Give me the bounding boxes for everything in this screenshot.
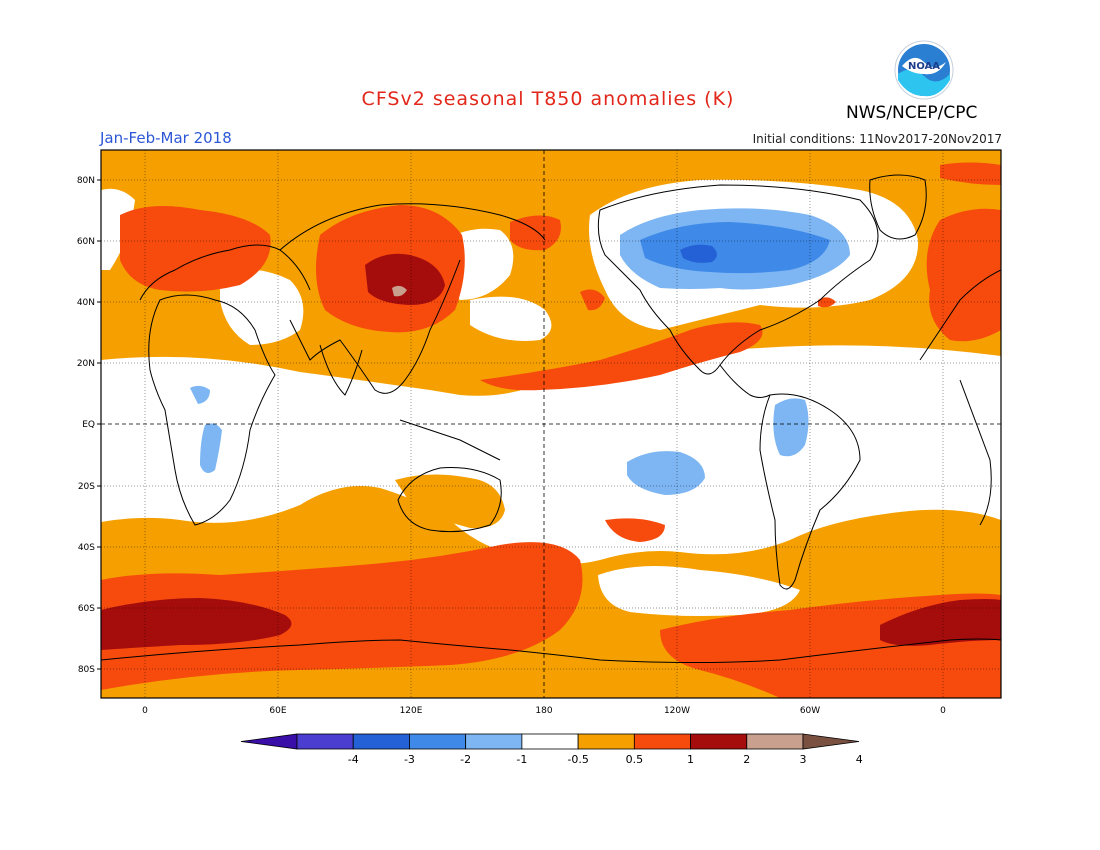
colorbar-box bbox=[409, 733, 467, 750]
colorbar-box bbox=[633, 733, 691, 750]
colorbar-label: 4 bbox=[856, 753, 863, 766]
colorbar-label: -1 bbox=[516, 753, 527, 766]
lon-label: 0 bbox=[940, 706, 946, 716]
lon-label: 60W bbox=[800, 706, 820, 716]
lat-label: EQ bbox=[82, 420, 95, 430]
colorbar-label: 2 bbox=[743, 753, 750, 766]
colorbar-label: 3 bbox=[800, 753, 807, 766]
coastlines bbox=[101, 174, 1001, 663]
lon-label: 60E bbox=[269, 706, 286, 716]
agency-label: NWS/NCEP/CPC bbox=[846, 103, 978, 123]
initial-conditions-label: Initial conditions: 11Nov2017-20Nov2017 bbox=[752, 132, 1002, 146]
colorbar-label: -0.5 bbox=[567, 753, 588, 766]
lon-label: 120E bbox=[400, 706, 423, 716]
lat-ticks bbox=[97, 179, 101, 670]
lon-label: 120W bbox=[664, 706, 690, 716]
colorbar-label: -4 bbox=[348, 753, 359, 766]
lat-label: 80S bbox=[78, 665, 95, 675]
map-title: CFSv2 seasonal T850 anomalies (K) bbox=[361, 88, 735, 110]
noaa-logo: NOAA bbox=[894, 40, 954, 100]
colorbar-label: -3 bbox=[404, 753, 415, 766]
lon-axis: 0 60E 120E 180 120W 60W 0 bbox=[142, 706, 946, 716]
lon-label: 0 bbox=[142, 706, 148, 716]
lat-label: 80N bbox=[77, 176, 95, 186]
lat-label: 40S bbox=[78, 543, 95, 553]
lat-axis: 80N 60N 40N 20N EQ 20S 40S 60S 80S bbox=[77, 176, 95, 675]
lat-label: 40N bbox=[77, 298, 95, 308]
colorbar-box bbox=[521, 733, 579, 750]
season-label: Jan-Feb-Mar 2018 bbox=[100, 129, 232, 147]
lat-label: 20N bbox=[77, 359, 95, 369]
lat-label: 60N bbox=[77, 237, 95, 247]
colorbar-min-arrow bbox=[240, 733, 298, 750]
graticule bbox=[101, 150, 1001, 698]
lon-label: 180 bbox=[535, 706, 552, 716]
logo-text: NOAA bbox=[908, 61, 940, 72]
colorbar-box bbox=[465, 733, 523, 750]
colorbar-max-arrow bbox=[802, 733, 860, 750]
lat-label: 60S bbox=[78, 604, 95, 614]
colorbar-box bbox=[296, 733, 354, 750]
colorbar-box bbox=[577, 733, 635, 750]
colorbar: -4 -3 -2 -1 -0.5 0.5 1 2 3 4 bbox=[240, 733, 863, 766]
colorbar-label: 1 bbox=[687, 753, 694, 766]
colorbar-label: -2 bbox=[460, 753, 471, 766]
colorbar-label: 0.5 bbox=[626, 753, 644, 766]
lat-label: 20S bbox=[78, 482, 95, 492]
colorbar-box bbox=[690, 733, 748, 750]
colorbar-box bbox=[746, 733, 804, 750]
reference-lines bbox=[101, 150, 1001, 698]
colorbar-box bbox=[352, 733, 410, 750]
